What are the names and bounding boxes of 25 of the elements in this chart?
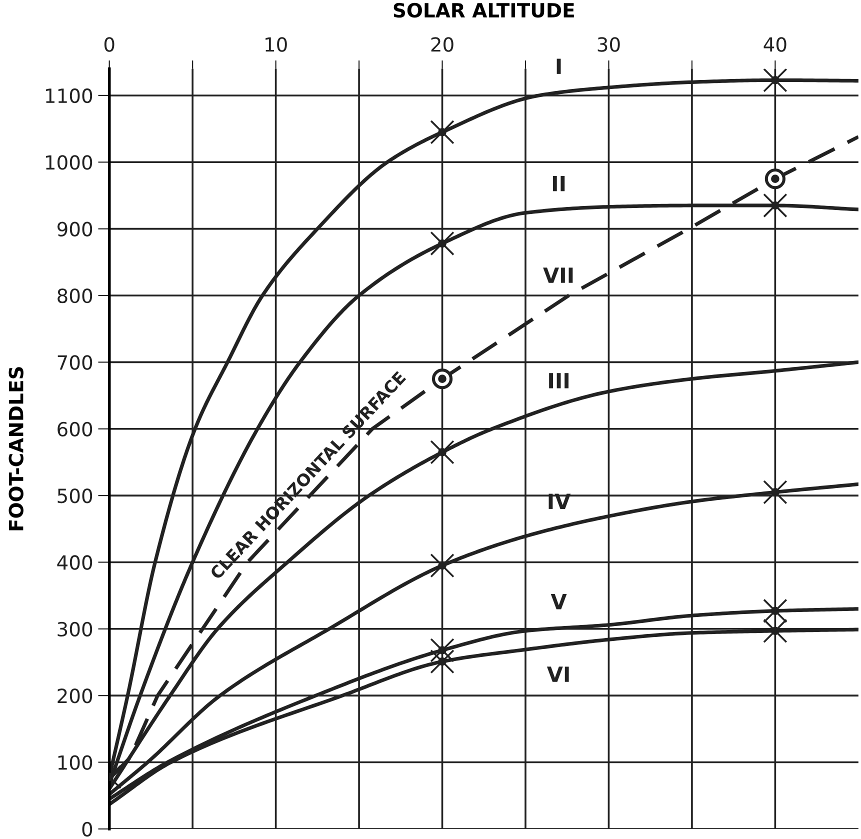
y-tick-label: 500 [58,488,92,504]
series-label: II [552,176,565,192]
y-tick-label: 400 [57,555,92,570]
y-tick-label: 0 [82,822,92,837]
y-tick-label: 900 [57,222,92,236]
series-label: VI [546,666,569,682]
x-tick-label: 10 [266,37,287,52]
x-tick-label: 0 [104,37,114,52]
x-tick-label: 40 [764,37,786,52]
legend-label: I [556,58,561,74]
series-label: V [550,594,567,610]
y-tick-label: 300 [58,622,92,637]
x-tick-label: 20 [431,37,454,52]
y-tick-label: 1100 [46,88,92,104]
y-axis-title: FOOT-CANDLES [8,367,24,530]
series-label: III [549,373,568,388]
y-tick-label: 100 [58,755,92,770]
x-tick-label: 30 [598,37,620,52]
y-tick-label: 600 [58,422,92,437]
y-tick-label: 700 [58,355,92,370]
y-tick-label: 200 [58,688,92,704]
x-axis-title: SOLAR ALTITUDE [394,2,574,18]
series-label: VII [543,268,573,283]
y-tick-label: 800 [58,288,92,304]
y-tick-label: 1000 [46,155,92,170]
